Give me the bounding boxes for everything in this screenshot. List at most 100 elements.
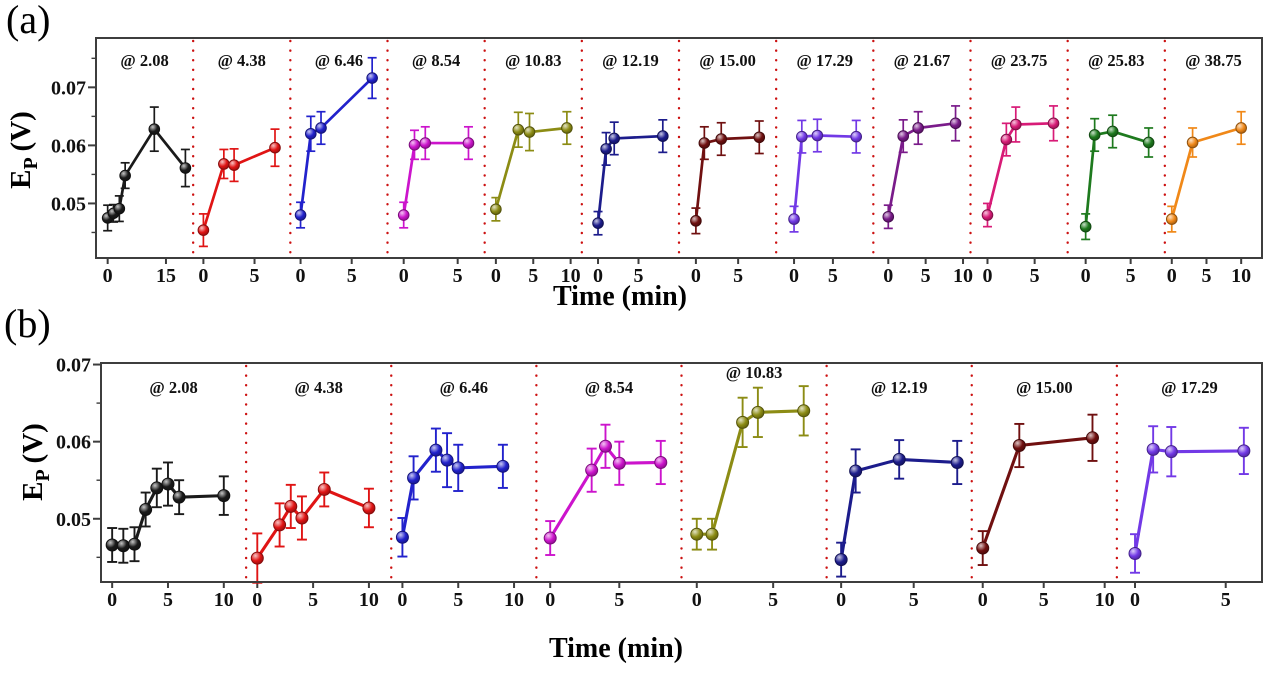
data-point-marker [397, 209, 410, 221]
data-point-marker [1088, 129, 1101, 141]
data-point-marker [1146, 442, 1160, 456]
subpanel-annotation: @ 12.19 [602, 51, 659, 70]
series-line [202, 146, 277, 232]
x-tick-label: 5 [250, 265, 260, 287]
subpanel-a-4: 0 5 @ 8.54 [386, 39, 475, 287]
x-tick-label: 0 [296, 265, 306, 287]
data-point-marker [273, 518, 287, 532]
data-point-marker [395, 530, 409, 544]
series-line [596, 134, 665, 225]
data-point-marker [1164, 445, 1178, 459]
x-tick-label: 10 [504, 589, 524, 611]
x-tick-label: 5 [921, 265, 931, 287]
data-point-marker [116, 539, 130, 553]
series-line [886, 121, 957, 219]
data-point-marker [1128, 546, 1142, 560]
subpanel-b-6: 0 5 @ 12.19 [825, 364, 964, 611]
subpanel-a-6: 0 5 @ 12.19 [580, 39, 669, 287]
data-point-marker [1142, 136, 1155, 149]
x-tick-label: 0 [1081, 265, 1091, 287]
subpanel-annotation: @ 38.75 [1185, 51, 1242, 70]
data-point-marker [788, 213, 800, 225]
series-line [981, 436, 1095, 550]
data-point-marker [295, 511, 309, 525]
x-tick-label: 0 [103, 265, 113, 287]
series-line [1133, 447, 1246, 556]
x-tick-label: 5 [828, 265, 838, 287]
x-tick-label: 5 [1126, 265, 1136, 287]
series-line [402, 141, 470, 217]
x-tick-label: 5 [634, 265, 644, 287]
data-point-marker [753, 131, 766, 144]
data-point-marker [250, 551, 264, 565]
data-point-marker [608, 132, 621, 145]
data-point-marker [419, 137, 432, 149]
data-point-marker [362, 501, 376, 515]
data-point-marker [440, 453, 454, 467]
data-point-marker [1106, 125, 1119, 138]
subpanel-annotation: @ 17.29 [1161, 378, 1218, 397]
subpanel-b-3: 0 5 10 @ 6.46 [390, 364, 524, 611]
data-point-marker [119, 169, 131, 182]
x-tick-label: 5 [614, 589, 624, 611]
data-point-marker [113, 202, 126, 215]
data-point-marker [304, 127, 317, 140]
data-point-marker [598, 439, 612, 453]
x-tick-label: 10 [953, 265, 973, 287]
data-point-marker [690, 527, 704, 541]
data-point-marker [161, 477, 175, 491]
series-line [792, 134, 858, 221]
data-point-marker [585, 463, 599, 477]
data-point-marker [850, 130, 863, 143]
series-line [299, 76, 374, 217]
subpanel-a-7: 0 5 @ 15.00 [677, 39, 766, 287]
x-tick-label: 10 [214, 589, 234, 611]
x-tick-label: 0 [491, 265, 501, 287]
data-point-marker [317, 482, 331, 496]
x-tick-label: 0 [789, 265, 799, 287]
subpanel-annotation: @ 4.38 [295, 378, 343, 397]
data-point-marker [1079, 220, 1092, 233]
data-point-marker [512, 123, 525, 136]
data-point-marker [654, 455, 668, 469]
y-tick-label: 0.05 [56, 509, 91, 531]
x-axis-label-b: Time (min) [548, 633, 684, 664]
y-axis-label-a: EP (V) [5, 111, 43, 189]
subpanel-b-5: 0 5 @ 10.83 [680, 363, 811, 611]
x-tick-label: 10 [1095, 589, 1115, 611]
data-point-marker [284, 499, 298, 513]
data-point-marker [600, 143, 612, 155]
data-point-marker [705, 527, 719, 541]
subpanel-annotation: @ 8.54 [412, 51, 460, 70]
data-point-marker [197, 224, 210, 236]
series-line [1084, 130, 1150, 229]
data-point-marker [690, 215, 702, 227]
subpanel-b-2: 0 5 10 @ 4.38 [244, 364, 379, 611]
subpanel-annotation: @ 2.08 [120, 51, 168, 70]
data-point-marker [218, 158, 230, 170]
x-tick-label: 0 [399, 265, 409, 287]
y-axis-label-a-unit: (V) [5, 111, 38, 152]
data-point-marker [912, 122, 924, 134]
x-tick-label: 0 [978, 589, 988, 611]
data-point-marker [736, 415, 750, 429]
data-point-marker [657, 130, 669, 142]
data-point-marker [217, 489, 231, 503]
y-tick-label: 0.05 [51, 193, 86, 215]
data-point-marker [592, 217, 604, 229]
panel-a-plot: 0.05 0.06 0.07 0 15 @ 2.08 0 5 @ 4.38 0 5 @ 6.46 0 5 @… [51, 37, 1263, 287]
x-tick-label: 5 [1221, 589, 1231, 611]
data-point-marker [981, 209, 994, 221]
x-tick-label: 5 [453, 265, 463, 287]
x-tick-label: 0 [252, 589, 262, 611]
subpanel-annotation: @ 15.00 [699, 51, 756, 70]
subpanel-a-2: 0 5 @ 4.38 [191, 39, 281, 287]
panel-a-frame [95, 37, 1263, 259]
x-tick-label: 5 [1039, 589, 1049, 611]
x-tick-label: 5 [163, 589, 173, 611]
data-point-marker [715, 133, 728, 145]
y-axis-label-b: EP (V) [17, 423, 55, 501]
data-point-marker [172, 490, 186, 504]
panel-b-frame [100, 362, 1263, 583]
